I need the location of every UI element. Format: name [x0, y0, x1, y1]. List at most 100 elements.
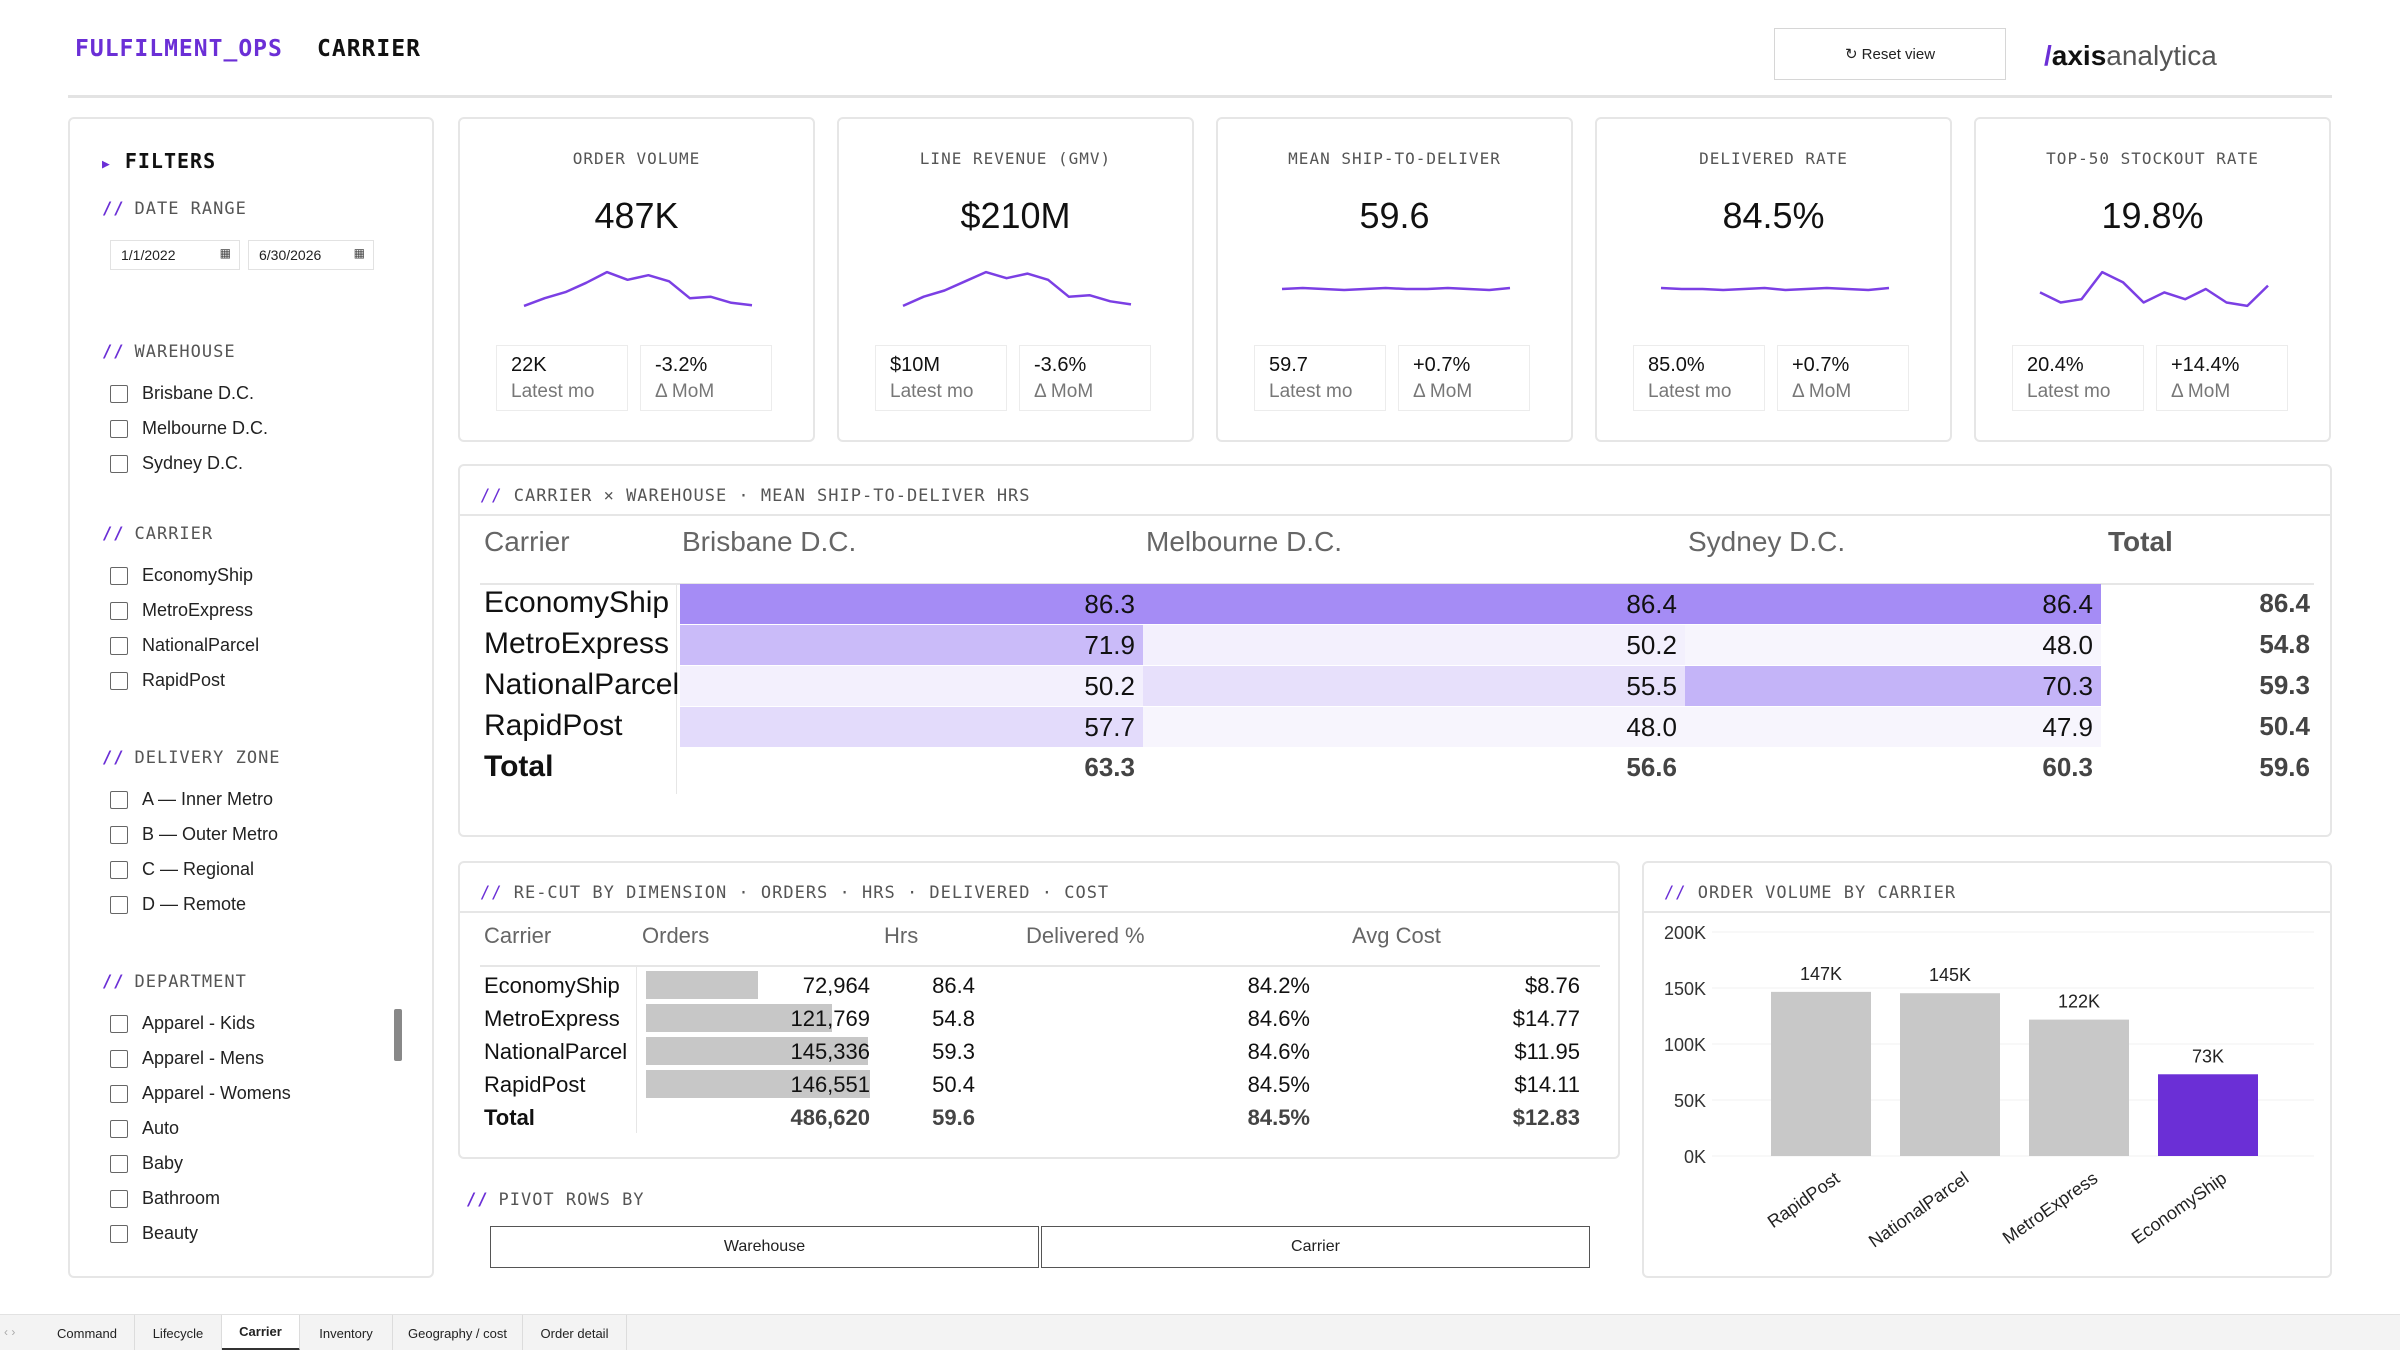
cost-value: $14.77: [1512, 1006, 1580, 1031]
checkbox[interactable]: [110, 1049, 128, 1068]
page-tab[interactable]: Carrier: [222, 1315, 300, 1350]
department-option[interactable]: Bathroom: [110, 1188, 220, 1209]
carrier-option[interactable]: EconomyShip: [110, 565, 253, 586]
matrix-cell[interactable]: 71.9: [680, 625, 1143, 665]
department-option[interactable]: Beauty: [110, 1223, 198, 1244]
matrix-column-header[interactable]: Carrier: [484, 526, 570, 557]
department-option[interactable]: Apparel - Womens: [110, 1083, 291, 1104]
warehouse-option[interactable]: Sydney D.C.: [110, 453, 243, 474]
checkbox[interactable]: [110, 454, 128, 473]
department-option-label: Beauty: [142, 1223, 199, 1243]
checkbox[interactable]: [110, 790, 128, 809]
matrix-cell[interactable]: 57.7: [680, 707, 1143, 747]
matrix-cell[interactable]: 50.2: [680, 666, 1143, 706]
orders-value: 72,964: [802, 973, 870, 998]
bar[interactable]: [2029, 1019, 2129, 1156]
page-tab[interactable]: Order detail: [523, 1315, 627, 1350]
page-tab[interactable]: Geography / cost: [393, 1315, 523, 1350]
matrix-column-header[interactable]: Sydney D.C.: [1688, 526, 1846, 557]
checkbox[interactable]: [110, 601, 128, 620]
mom-stat: +0.7% Δ MoM: [1777, 345, 1909, 411]
department-option[interactable]: Apparel - Kids: [110, 1013, 255, 1034]
orders-value: 121,769: [790, 1006, 870, 1031]
reset-view-button[interactable]: ↻ Reset view: [1774, 28, 2006, 80]
zone-option[interactable]: A — Inner Metro: [110, 789, 273, 810]
checkbox[interactable]: [110, 1084, 128, 1103]
calendar-icon[interactable]: ▦: [353, 246, 365, 260]
sparkline: [1281, 286, 1511, 292]
matrix-cell[interactable]: 50.2: [1143, 625, 1685, 665]
tab-scroll-arrows-icon[interactable]: ‹ ›: [4, 1325, 16, 1339]
zone-option[interactable]: D — Remote: [110, 894, 246, 915]
row-divider: [676, 584, 677, 794]
filters-header[interactable]: ▶ FILTERS: [102, 149, 217, 173]
y-tick-label: 200K: [1664, 923, 1706, 943]
department-option[interactable]: Auto: [110, 1118, 179, 1139]
orders-value: 146,551: [790, 1072, 870, 1097]
zone-option[interactable]: C — Regional: [110, 859, 254, 880]
recut-column-header[interactable]: Delivered %: [1026, 923, 1145, 948]
checkbox[interactable]: [110, 566, 128, 585]
checkbox[interactable]: [110, 1224, 128, 1243]
checkbox[interactable]: [110, 1189, 128, 1208]
bar[interactable]: [2158, 1074, 2258, 1156]
checkbox[interactable]: [110, 1154, 128, 1173]
matrix-cell[interactable]: 55.5: [1143, 666, 1685, 706]
delivered-value: 84.5%: [1247, 1072, 1310, 1097]
carrier-option[interactable]: NationalParcel: [110, 635, 259, 656]
bar-data-label: 122K: [2058, 992, 2100, 1012]
checkbox[interactable]: [110, 636, 128, 655]
matrix-cell[interactable]: 47.9: [1685, 707, 2101, 747]
carrier-option[interactable]: MetroExpress: [110, 600, 253, 621]
checkbox[interactable]: [110, 384, 128, 403]
carrier-option[interactable]: RapidPost: [110, 670, 225, 691]
filters-scrollbar[interactable]: [394, 1009, 402, 1061]
zone-option[interactable]: B — Outer Metro: [110, 824, 278, 845]
page-tab[interactable]: Lifecycle: [135, 1315, 222, 1350]
recut-column-header[interactable]: Hrs: [884, 923, 919, 948]
warehouse-option[interactable]: Melbourne D.C.: [110, 418, 268, 439]
recut-table: // RE-CUT BY DIMENSION · ORDERS · HRS · …: [458, 861, 1620, 1159]
matrix-column-header[interactable]: Total: [2108, 526, 2173, 557]
pivot-warehouse-button[interactable]: Warehouse: [490, 1226, 1039, 1268]
bar[interactable]: [1771, 991, 1871, 1156]
stat-label: Δ MoM: [1034, 381, 1094, 402]
warehouse-option[interactable]: Brisbane D.C.: [110, 383, 254, 404]
recut-column-header[interactable]: Orders: [642, 923, 710, 948]
page-tab[interactable]: Inventory: [300, 1315, 393, 1350]
checkbox[interactable]: [110, 671, 128, 690]
date-end-input[interactable]: 6/30/2026 ▦: [248, 240, 374, 270]
calendar-icon[interactable]: ▦: [219, 246, 231, 260]
pivot-carrier-button[interactable]: Carrier: [1041, 1226, 1590, 1268]
department-option[interactable]: Apparel - Mens: [110, 1048, 264, 1069]
matrix-title: // CARRIER × WAREHOUSE · MEAN SHIP-TO-DE…: [480, 486, 1031, 506]
zone-option-label: D — Remote: [142, 894, 247, 914]
matrix-column-total: 60.3: [2042, 752, 2093, 782]
matrix-column-header[interactable]: Brisbane D.C.: [682, 526, 857, 557]
matrix-cell[interactable]: 48.0: [1143, 707, 1685, 747]
stat-label: Δ MoM: [2171, 381, 2231, 402]
checkbox[interactable]: [110, 895, 128, 914]
date-start-input[interactable]: 1/1/2022 ▦: [110, 240, 240, 270]
recut-column-header[interactable]: Carrier: [484, 923, 552, 948]
matrix-cell[interactable]: 86.3: [680, 584, 1143, 624]
matrix-cell[interactable]: 48.0: [1685, 625, 2101, 665]
department-option[interactable]: Baby: [110, 1153, 183, 1174]
recut-column-header[interactable]: Avg Cost: [1352, 923, 1441, 948]
stat-label: Latest mo: [1269, 381, 1353, 402]
checkbox[interactable]: [110, 1014, 128, 1033]
matrix-cell[interactable]: 70.3: [1685, 666, 2101, 706]
bar[interactable]: [1900, 993, 2000, 1156]
matrix-row-label: RapidPost: [484, 709, 623, 742]
checkbox[interactable]: [110, 825, 128, 844]
checkbox[interactable]: [110, 1119, 128, 1138]
checkbox[interactable]: [110, 860, 128, 879]
department-option-label: Auto: [142, 1118, 180, 1138]
department-option-label: Baby: [142, 1153, 184, 1173]
carrier-warehouse-matrix: // CARRIER × WAREHOUSE · MEAN SHIP-TO-DE…: [458, 464, 2332, 837]
matrix-column-header[interactable]: Melbourne D.C.: [1146, 526, 1343, 557]
page-tab[interactable]: Command: [40, 1315, 135, 1350]
matrix-cell[interactable]: 86.4: [1685, 584, 2101, 624]
checkbox[interactable]: [110, 419, 128, 438]
matrix-cell[interactable]: 86.4: [1143, 584, 1685, 624]
